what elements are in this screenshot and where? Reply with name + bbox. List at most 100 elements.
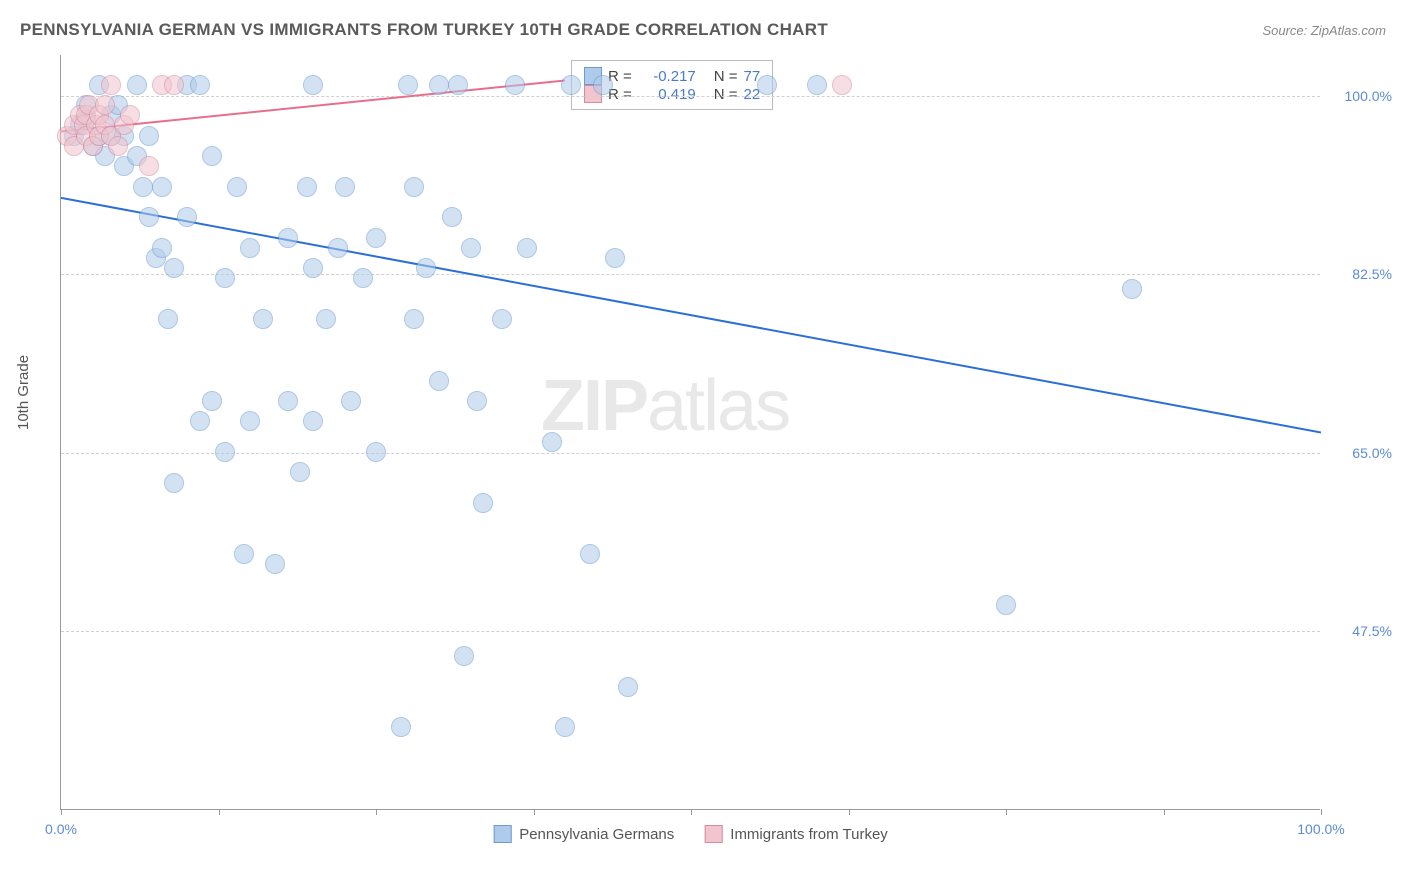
chart-header: PENNSYLVANIA GERMAN VS IMMIGRANTS FROM T… — [20, 20, 1386, 40]
scatter-point — [227, 177, 247, 197]
x-tick — [376, 809, 377, 815]
scatter-point — [190, 411, 210, 431]
scatter-point — [253, 309, 273, 329]
scatter-point — [492, 309, 512, 329]
scatter-point — [454, 646, 474, 666]
scatter-point — [807, 75, 827, 95]
scatter-point — [335, 177, 355, 197]
scatter-point — [555, 717, 575, 737]
scatter-point — [120, 105, 140, 125]
scatter-point — [139, 126, 159, 146]
scatter-point — [158, 309, 178, 329]
scatter-point — [542, 432, 562, 452]
y-tick-label: 47.5% — [1352, 623, 1392, 639]
scatter-point — [517, 238, 537, 258]
scatter-point — [341, 391, 361, 411]
x-tick — [1006, 809, 1007, 815]
scatter-point — [95, 95, 115, 115]
x-tick-label: 100.0% — [1297, 821, 1344, 837]
scatter-point — [303, 411, 323, 431]
x-tick — [219, 809, 220, 815]
scatter-point — [139, 156, 159, 176]
gridline — [61, 453, 1320, 454]
scatter-point — [152, 177, 172, 197]
scatter-point — [164, 258, 184, 278]
scatter-point — [404, 177, 424, 197]
scatter-point — [215, 268, 235, 288]
scatter-point — [328, 238, 348, 258]
scatter-point — [303, 75, 323, 95]
gridline — [61, 631, 1320, 632]
scatter-point — [398, 75, 418, 95]
scatter-point — [448, 75, 468, 95]
scatter-point — [139, 207, 159, 227]
scatter-point — [429, 371, 449, 391]
scatter-point — [152, 238, 172, 258]
scatter-point — [234, 544, 254, 564]
scatter-point — [164, 473, 184, 493]
scatter-point — [127, 75, 147, 95]
scatter-point — [303, 258, 323, 278]
x-tick — [534, 809, 535, 815]
x-tick — [691, 809, 692, 815]
scatter-chart-area: ZIPatlas R =-0.217N =77R =0.419N =22 Pen… — [60, 55, 1320, 810]
gridline — [61, 96, 1320, 97]
scatter-point — [240, 238, 260, 258]
x-tick — [849, 809, 850, 815]
scatter-point — [467, 391, 487, 411]
gridline — [61, 274, 1320, 275]
scatter-point — [215, 442, 235, 462]
scatter-point — [996, 595, 1016, 615]
scatter-point — [366, 228, 386, 248]
scatter-point — [580, 544, 600, 564]
scatter-point — [366, 442, 386, 462]
scatter-point — [404, 309, 424, 329]
x-tick — [1321, 809, 1322, 815]
scatter-point — [461, 238, 481, 258]
x-tick-label: 0.0% — [45, 821, 77, 837]
source-attribution: Source: ZipAtlas.com — [1262, 23, 1386, 38]
scatter-point — [190, 75, 210, 95]
scatter-point — [561, 75, 581, 95]
scatter-point — [473, 493, 493, 513]
scatter-point — [429, 75, 449, 95]
scatter-point — [240, 411, 260, 431]
x-tick — [1164, 809, 1165, 815]
scatter-point — [353, 268, 373, 288]
trend-lines — [61, 55, 1321, 810]
scatter-point — [290, 462, 310, 482]
scatter-point — [1122, 279, 1142, 299]
scatter-point — [297, 177, 317, 197]
scatter-point — [108, 136, 128, 156]
chart-title: PENNSYLVANIA GERMAN VS IMMIGRANTS FROM T… — [20, 20, 828, 40]
scatter-point — [442, 207, 462, 227]
legend-item: Immigrants from Turkey — [704, 825, 888, 843]
scatter-point — [164, 75, 184, 95]
scatter-point — [202, 146, 222, 166]
scatter-point — [316, 309, 336, 329]
scatter-point — [202, 391, 222, 411]
scatter-point — [133, 177, 153, 197]
scatter-point — [265, 554, 285, 574]
y-tick-label: 82.5% — [1352, 266, 1392, 282]
scatter-point — [278, 391, 298, 411]
scatter-point — [278, 228, 298, 248]
y-tick-label: 65.0% — [1352, 445, 1392, 461]
y-tick-label: 100.0% — [1345, 88, 1392, 104]
scatter-point — [757, 75, 777, 95]
scatter-point — [618, 677, 638, 697]
scatter-point — [177, 207, 197, 227]
scatter-point — [416, 258, 436, 278]
legend-swatch — [493, 825, 511, 843]
legend-item: Pennsylvania Germans — [493, 825, 674, 843]
watermark: ZIPatlas — [541, 365, 789, 447]
x-tick — [61, 809, 62, 815]
scatter-point — [101, 75, 121, 95]
scatter-point — [505, 75, 525, 95]
series-legend: Pennsylvania Germans Immigrants from Turk… — [493, 825, 888, 843]
scatter-point — [605, 248, 625, 268]
scatter-point — [832, 75, 852, 95]
legend-swatch — [704, 825, 722, 843]
scatter-point — [391, 717, 411, 737]
y-axis-label: 10th Grade — [15, 355, 32, 430]
